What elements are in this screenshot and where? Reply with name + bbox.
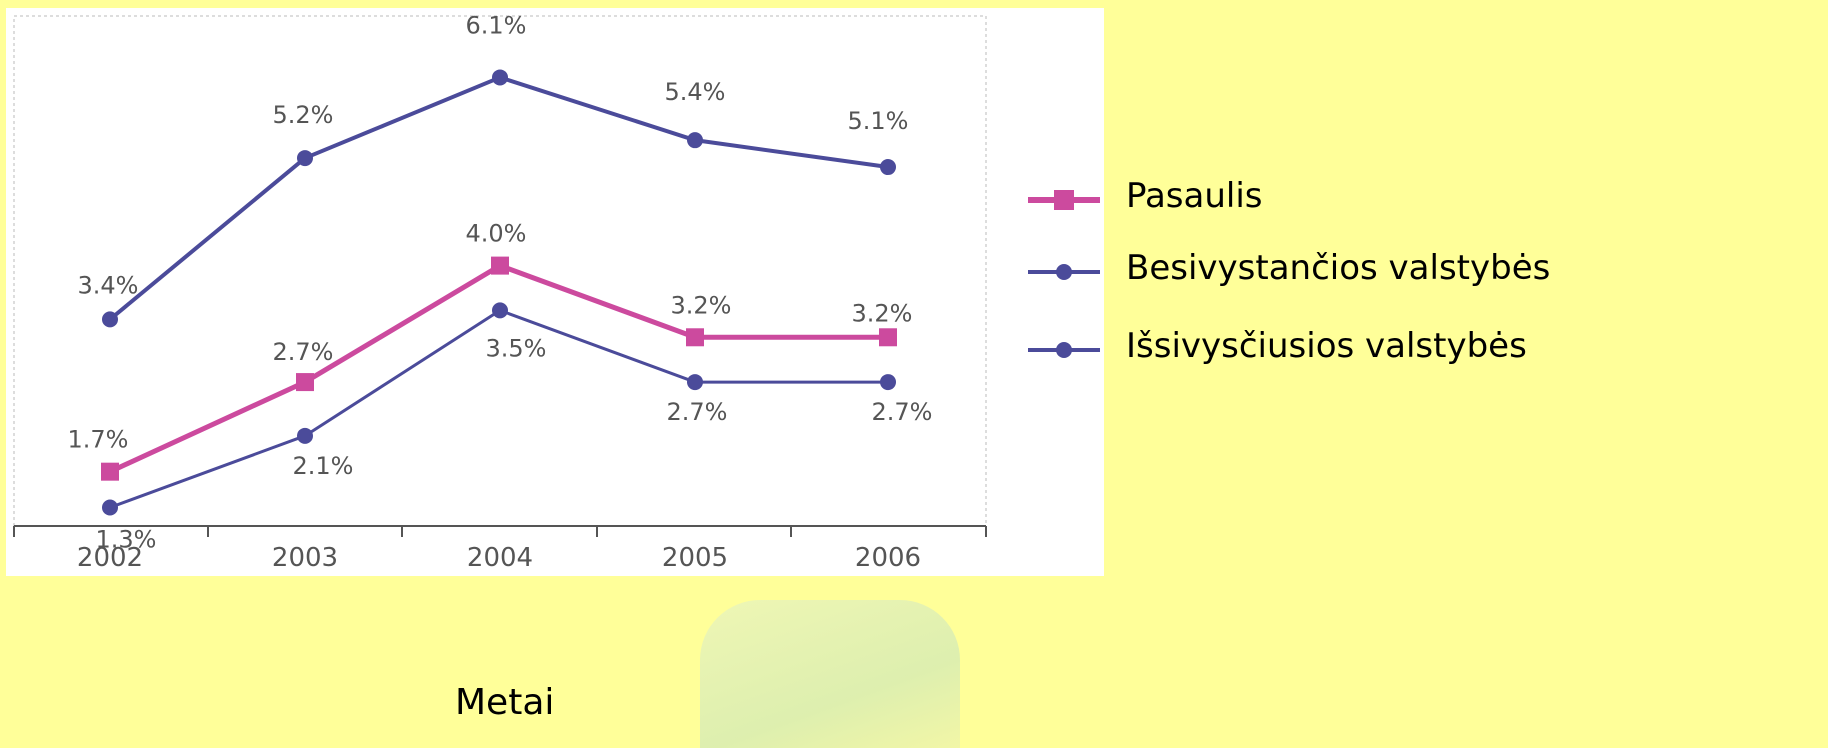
data-point-i-sivys-iusios-valstyb-s-2002 xyxy=(102,499,118,516)
legend-item-i-sivys-iusios-valstyb-s: Išsivysčiusios valstybės xyxy=(1028,320,1828,380)
data-point-besivystan-ios-valstyb-s-2003 xyxy=(297,150,313,167)
background-decoration xyxy=(700,600,960,748)
x-tick-label-2003: 2003 xyxy=(272,543,338,573)
data-label-pasaulis-2006: 3.2% xyxy=(852,299,913,327)
data-point-pasaulis-2002 xyxy=(101,462,119,481)
data-label-i-sivys-iusios-valstyb-s-2006: 2.7% xyxy=(872,398,933,426)
legend-swatch-i-sivys-iusios-valstyb-s xyxy=(1028,342,1100,358)
data-point-pasaulis-2006 xyxy=(879,328,897,347)
data-label-pasaulis-2002: 1.7% xyxy=(68,426,129,454)
data-point-besivystan-ios-valstyb-s-2006 xyxy=(880,159,896,176)
data-label-besivystan-ios-valstyb-s-2005: 5.4% xyxy=(665,78,726,106)
legend-swatch-besivystan-ios-valstyb-s xyxy=(1028,264,1100,280)
legend-label-i-sivys-iusios-valstyb-s: Išsivysčiusios valstybės xyxy=(1126,326,1527,366)
plot-background xyxy=(6,8,1104,576)
data-point-pasaulis-2003 xyxy=(296,373,314,392)
data-label-besivystan-ios-valstyb-s-2003: 5.2% xyxy=(273,101,334,129)
data-point-pasaulis-2004 xyxy=(491,256,509,275)
x-axis-title: Metai xyxy=(455,682,555,723)
data-point-i-sivys-iusios-valstyb-s-2005 xyxy=(687,374,703,391)
data-label-pasaulis-2005: 3.2% xyxy=(671,291,732,319)
data-label-pasaulis-2003: 2.7% xyxy=(273,338,334,366)
data-label-i-sivys-iusios-valstyb-s-2002: 1.3% xyxy=(96,526,157,554)
data-point-i-sivys-iusios-valstyb-s-2006 xyxy=(880,374,896,391)
data-point-i-sivys-iusios-valstyb-s-2004 xyxy=(492,302,508,319)
data-label-besivystan-ios-valstyb-s-2002: 3.4% xyxy=(78,271,139,299)
data-point-besivystan-ios-valstyb-s-2004 xyxy=(492,69,508,86)
data-label-i-sivys-iusios-valstyb-s-2003: 2.1% xyxy=(293,452,354,480)
data-point-pasaulis-2005 xyxy=(686,328,704,347)
legend-label-pasaulis: Pasaulis xyxy=(1126,176,1263,216)
x-tick-label-2005: 2005 xyxy=(662,543,728,573)
x-tick-label-2004: 2004 xyxy=(467,543,533,573)
data-label-besivystan-ios-valstyb-s-2004: 6.1% xyxy=(466,11,527,39)
data-point-i-sivys-iusios-valstyb-s-2003 xyxy=(297,427,313,444)
data-point-besivystan-ios-valstyb-s-2005 xyxy=(687,132,703,149)
data-label-pasaulis-2004: 4.0% xyxy=(466,220,527,248)
x-tick-label-2002: 2002 xyxy=(77,543,143,573)
line-chart: 2002 2003 2004 2005 2006 3.4% 5.2% 6.1% 5.4% 5.1%… xyxy=(6,8,1104,576)
data-label-i-sivys-iusios-valstyb-s-2005: 2.7% xyxy=(667,398,728,426)
data-label-i-sivys-iusios-valstyb-s-2004: 3.5% xyxy=(486,334,547,362)
legend-item-besivystan-ios-valstyb-s: Besivystančios valstybės xyxy=(1028,242,1828,302)
legend-label-besivystan-ios-valstyb-s: Besivystančios valstybės xyxy=(1126,248,1551,288)
x-tick-label-2006: 2006 xyxy=(855,543,921,573)
data-label-besivystan-ios-valstyb-s-2006: 5.1% xyxy=(848,107,909,135)
legend-swatch-pasaulis xyxy=(1028,190,1100,210)
data-point-besivystan-ios-valstyb-s-2002 xyxy=(102,311,118,328)
legend-item-pasaulis: Pasaulis xyxy=(1028,170,1828,230)
